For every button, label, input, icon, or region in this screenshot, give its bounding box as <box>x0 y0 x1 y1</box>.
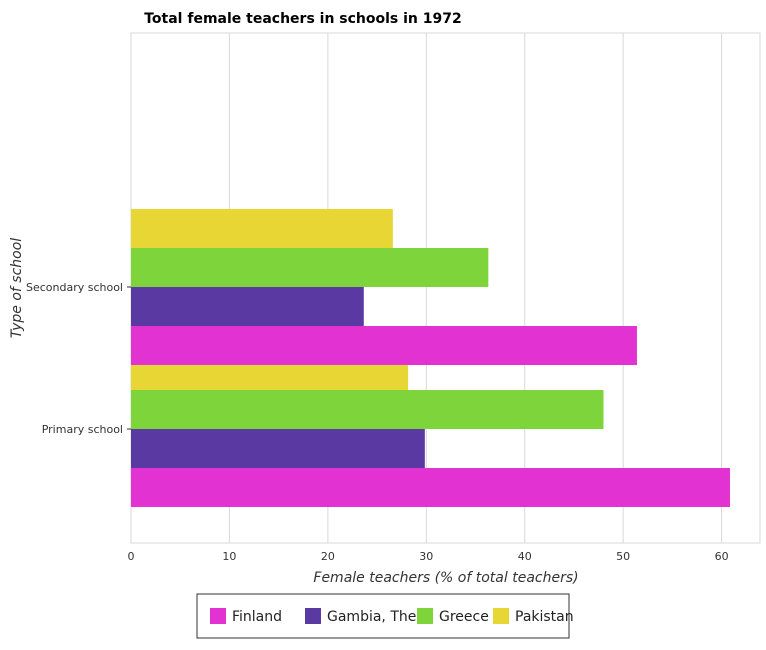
x-tick-label: 20 <box>321 550 335 563</box>
x-tick-label: 0 <box>128 550 135 563</box>
x-tick-label: 50 <box>616 550 630 563</box>
legend-label: Finland <box>232 609 282 625</box>
legend-label: Greece <box>439 609 489 625</box>
bar <box>131 390 604 429</box>
x-tick-label: 40 <box>518 550 532 563</box>
legend: Finland Gambia, The Greece Pakistan <box>196 593 574 639</box>
y-tick-label: Primary school <box>42 423 123 436</box>
bar <box>131 209 393 248</box>
legend-swatch <box>210 608 226 624</box>
y-axis-label: Type of school <box>9 238 25 339</box>
x-tick-label: 30 <box>419 550 433 563</box>
legend-swatch <box>417 608 433 624</box>
bar <box>131 287 364 326</box>
x-tick-label: 60 <box>715 550 729 563</box>
chart-title: Total female teachers in schools in 1972 <box>144 11 462 27</box>
bar <box>131 429 425 468</box>
y-tick-labels: Primary school Secondary school <box>26 281 131 436</box>
x-tick-label: 10 <box>222 550 236 563</box>
legend-label: Pakistan <box>515 609 574 625</box>
bar <box>131 326 637 365</box>
x-axis-label: Female teachers (% of total teachers) <box>313 570 578 586</box>
bars <box>131 209 730 507</box>
legend-swatch <box>493 608 509 624</box>
y-tick-label: Secondary school <box>26 281 123 294</box>
x-tick-labels: 0 10 20 30 40 50 60 <box>128 550 729 563</box>
bar <box>131 248 489 287</box>
legend-label: Gambia, The <box>327 609 416 625</box>
bar <box>131 468 730 507</box>
legend-swatch <box>305 608 321 624</box>
